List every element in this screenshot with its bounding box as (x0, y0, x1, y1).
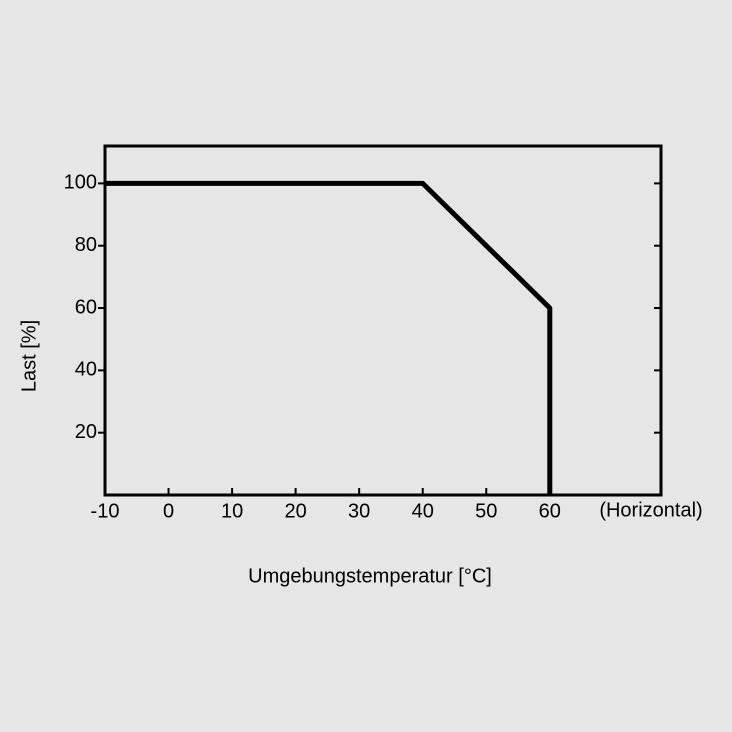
x-axis-label: Umgebungstemperatur [°C] (248, 565, 492, 587)
y-tick-label: 60 (75, 296, 97, 318)
x-tick-label: 10 (221, 500, 243, 522)
y-tick-label: 80 (75, 234, 97, 256)
y-axis-label: Last [%] (18, 320, 40, 392)
y-tick-label: 40 (75, 359, 97, 381)
x-tick-label: -10 (91, 500, 120, 522)
y-tick-label: 100 (64, 172, 97, 194)
y-tick-label: 20 (75, 421, 97, 443)
x-tick-label: 50 (475, 500, 497, 522)
plot-frame (103, 144, 663, 497)
x-tick-label: 0 (163, 500, 174, 522)
x-tick-label: 20 (285, 500, 307, 522)
x-annotation: (Horizontal) (599, 499, 702, 521)
x-tick-label: 30 (348, 500, 370, 522)
data-line (105, 180, 553, 495)
x-tick-label: 40 (412, 500, 434, 522)
x-tick-label: 60 (539, 500, 561, 522)
